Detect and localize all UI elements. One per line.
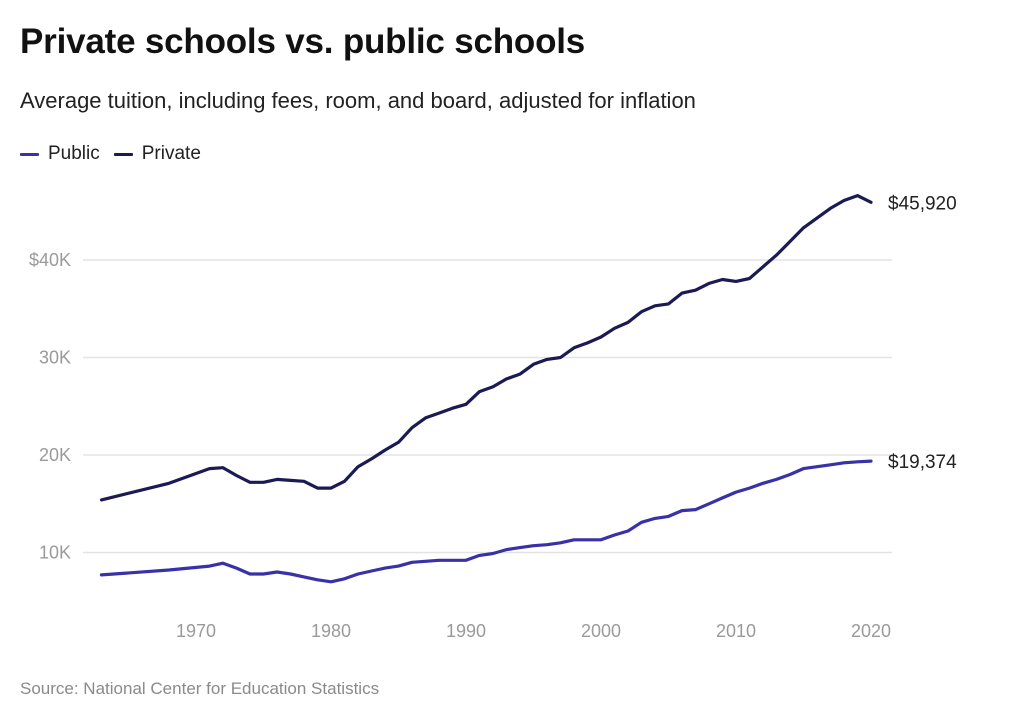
end-labels: $19,374 $45,920 — [888, 193, 957, 473]
x-tick-label: 1990 — [446, 621, 486, 641]
y-tick-label: 30K — [39, 348, 71, 368]
legend-label-public: Public — [48, 143, 100, 164]
chart-subtitle: Average tuition, including fees, room, a… — [20, 88, 696, 113]
y-axis-ticks: 10K 20K 30K $40K — [29, 250, 71, 563]
x-tick-label: 2010 — [716, 621, 756, 641]
legend-label-private: Private — [141, 143, 201, 164]
source-note: Source: National Center for Education St… — [20, 679, 380, 698]
x-tick-label: 2000 — [581, 621, 621, 641]
legend-swatch-private — [113, 152, 133, 156]
y-tick-label: 10K — [39, 543, 71, 563]
x-tick-label: 1970 — [176, 621, 216, 641]
legend-swatch-public — [20, 152, 39, 156]
legend-item-private[interactable]: Private — [113, 143, 201, 165]
x-axis-ticks: 1970 1980 1990 2000 2010 2020 — [176, 621, 891, 641]
chart-title: Private schools vs. public schools — [20, 22, 586, 61]
x-tick-label: 2020 — [851, 621, 891, 641]
series-line-public[interactable] — [99, 459, 873, 584]
series-line-private[interactable] — [99, 194, 873, 502]
end-label-private: $45,920 — [888, 193, 957, 214]
x-tick-label: 1980 — [311, 621, 351, 641]
gridlines — [83, 259, 892, 554]
legend-item-public[interactable]: Public — [20, 143, 100, 165]
series-lines — [99, 194, 873, 584]
legend: Public Private — [20, 143, 215, 165]
y-tick-label: $40K — [29, 250, 71, 270]
y-tick-label: 20K — [39, 445, 71, 465]
end-label-public: $19,374 — [888, 452, 957, 473]
